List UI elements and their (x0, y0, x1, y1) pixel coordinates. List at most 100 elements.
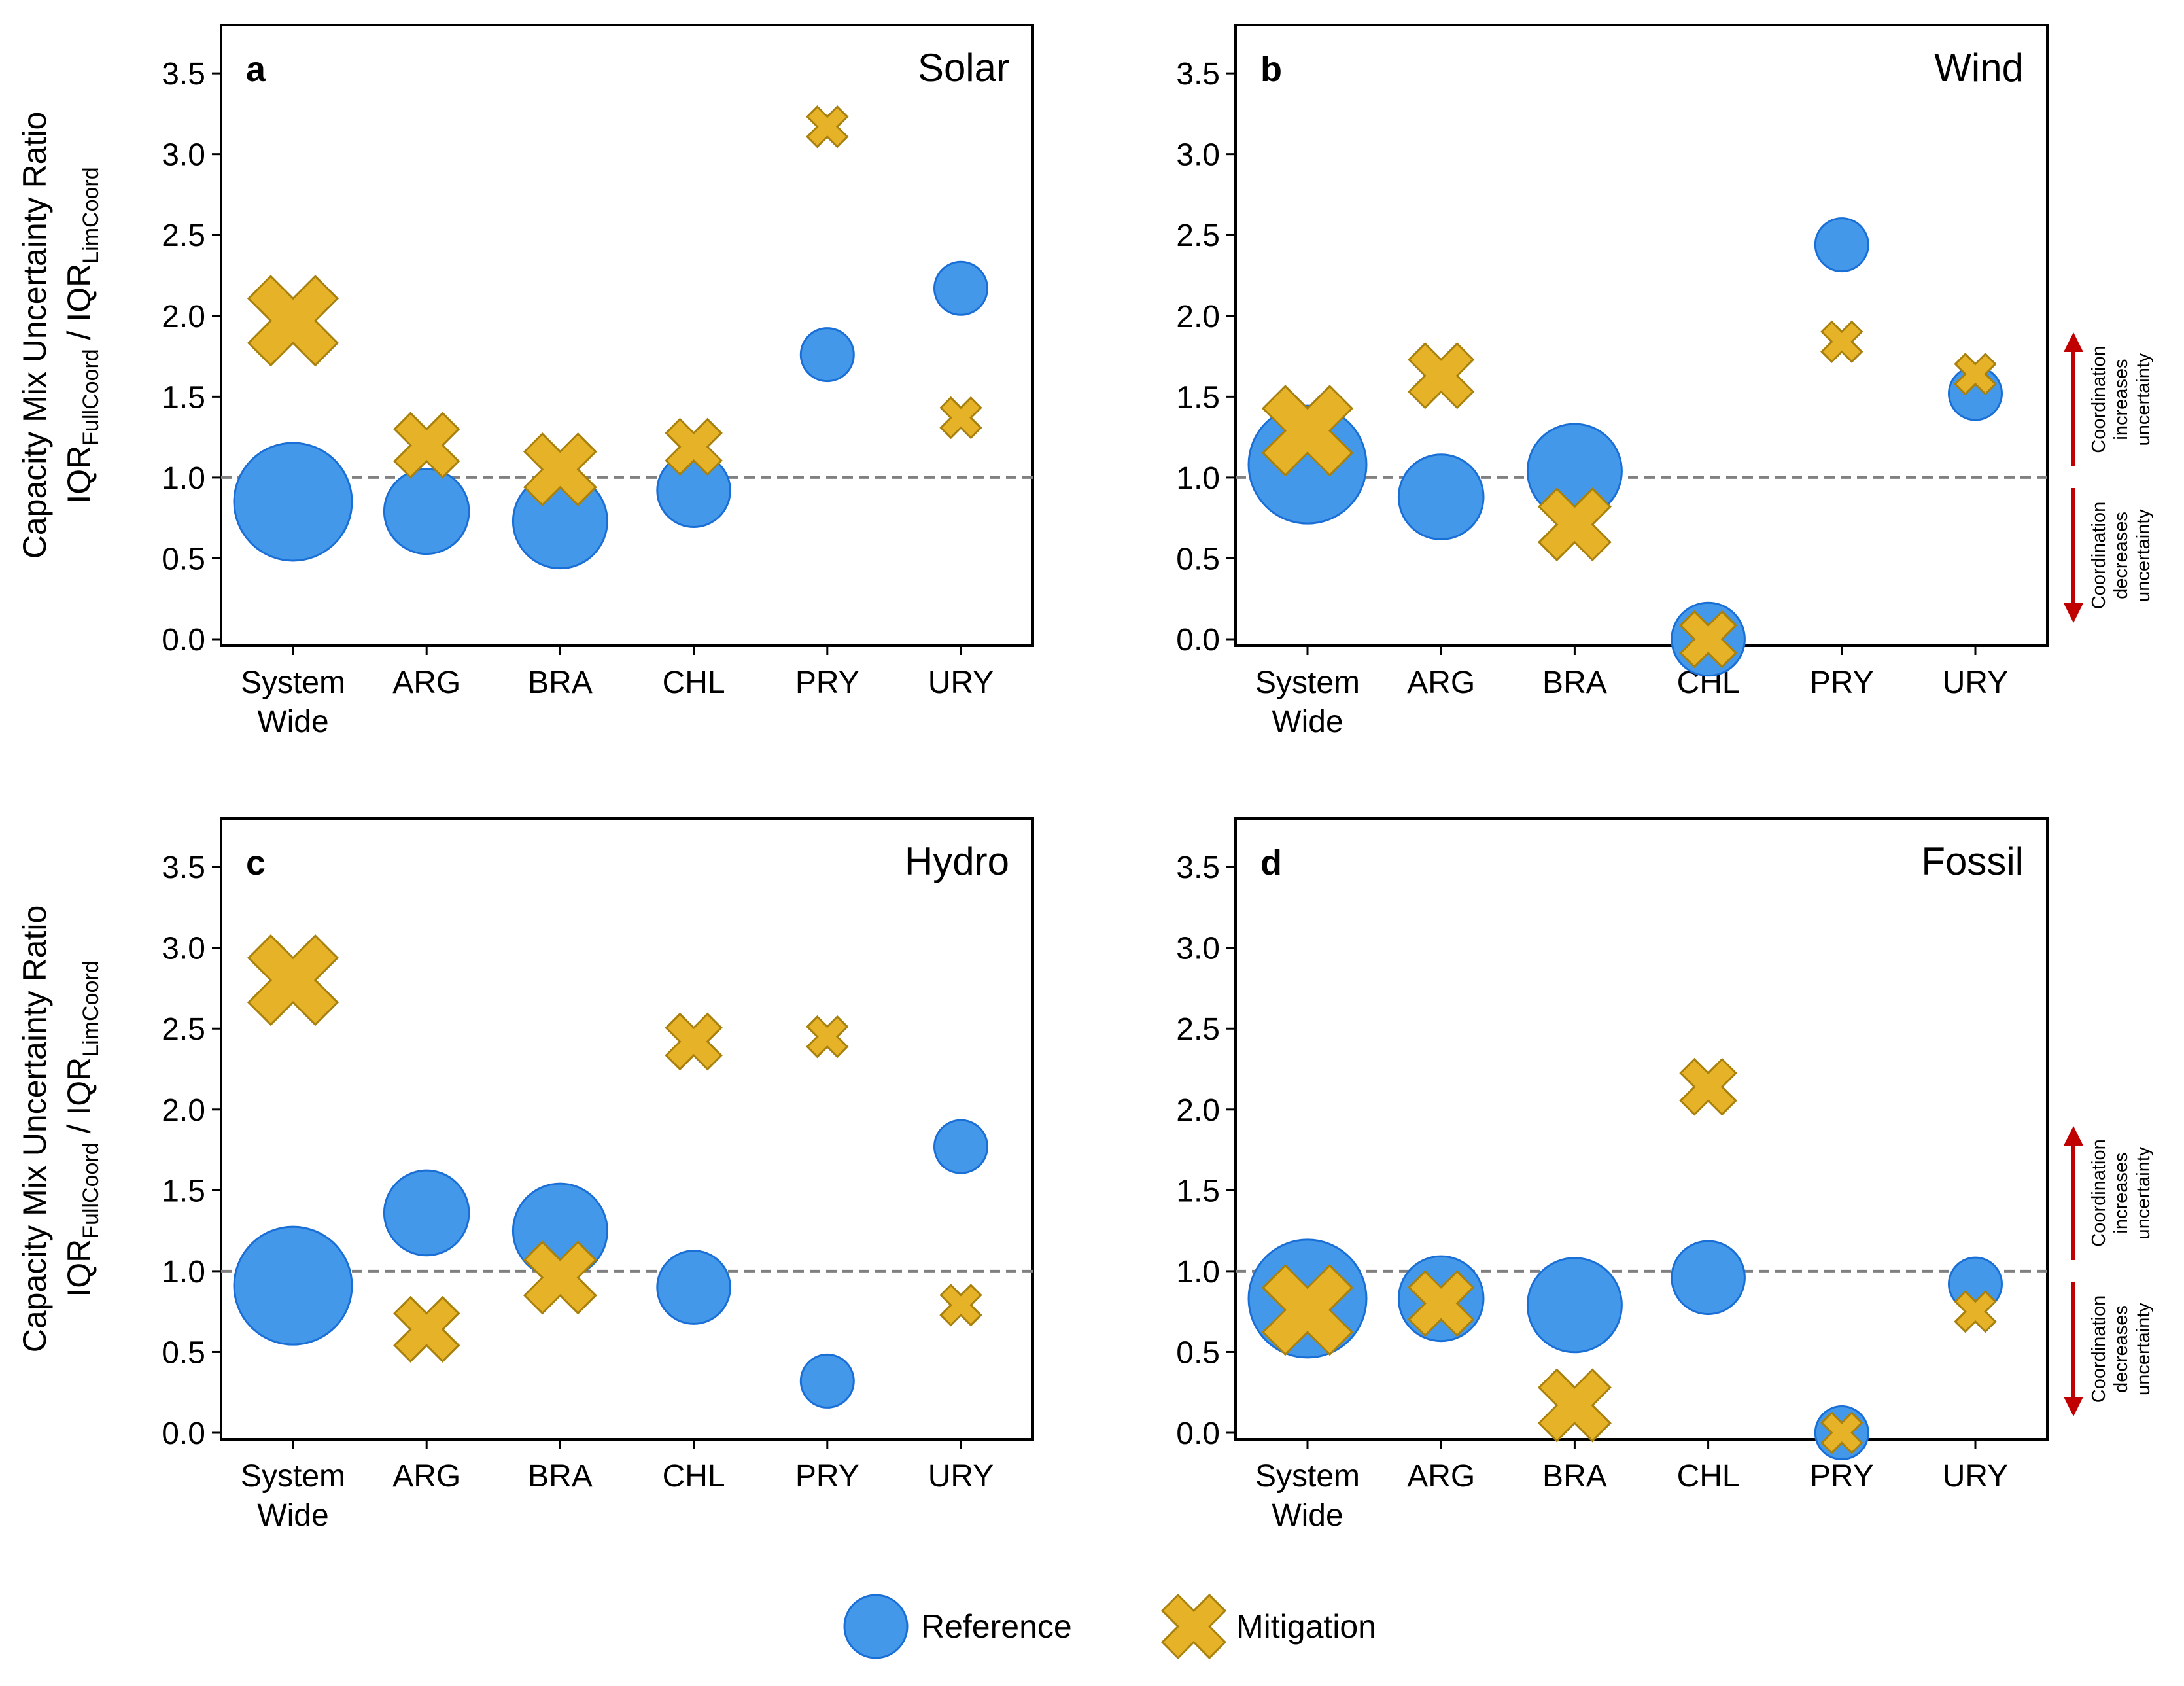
panel-fossil-annotation-increases: increases (2111, 1152, 2132, 1233)
panel-wind-mitigation-point (1537, 487, 1612, 562)
panel-solar-xtick-label: CHL (663, 665, 725, 700)
panel-fossil-annotation-increases: Coordination (2089, 1139, 2109, 1246)
panel-fossil-ytick-label: 1.5 (1176, 1174, 1220, 1208)
panel-fossil-increase-arrowhead (2064, 1126, 2083, 1146)
panel-hydro-reference-point (656, 1250, 731, 1325)
panel-hydro-reference-point (383, 1169, 470, 1257)
panel-fossil-reference-point (1671, 1240, 1746, 1316)
panel-wind-ytick-label: 0.5 (1176, 542, 1220, 576)
panel-solar-ytick-label: 0.5 (162, 542, 205, 576)
panel-fossil-annotation-decreases: uncertainty (2133, 1303, 2154, 1396)
panel-solar-ytick-label: 1.0 (162, 461, 205, 496)
panel-solar: 0.0 0.5 1.0 1.5 2.0 2.5 3.0 3.5 System Wide ARG BRA… (16, 24, 1034, 739)
panel-solar-ytick-label: 2.0 (162, 300, 205, 334)
panel-fossil-ytick-label: 0.5 (1176, 1335, 1220, 1370)
panel-hydro-xtick-label: URY (928, 1459, 994, 1494)
panel-solar-ytick-label: 2.5 (162, 219, 205, 253)
panel-wind-increase-arrowhead (2064, 332, 2083, 352)
panel-fossil-ytick-label: 1.0 (1176, 1255, 1220, 1290)
panel-wind-decrease-arrowhead (2064, 603, 2083, 623)
panel-solar-axes-frame (220, 24, 1034, 647)
panel-hydro-ytick-label: 3.0 (162, 932, 205, 966)
panel-wind-xtick-label: ARG (1407, 665, 1475, 700)
panel-hydro-mitigation-point (523, 1240, 597, 1315)
panel-wind-annotation-increases: uncertainty (2133, 353, 2154, 446)
panel-hydro-reference-point (799, 1353, 855, 1409)
panel-hydro-mitigation-point (247, 934, 339, 1027)
panel-hydro-ytick-label: 1.0 (162, 1255, 205, 1290)
panel-solar-mitigation-point (247, 275, 339, 367)
panel-hydro-ytick-label: 3.5 (162, 851, 205, 885)
panel-solar-xtick-label: BRA (528, 665, 593, 700)
panel-wind-annotation-decreases: Coordination (2089, 502, 2109, 609)
panel-hydro-ytick-label: 2.5 (162, 1012, 205, 1047)
panel-solar-xtick-label: Wide (257, 705, 328, 739)
panel-hydro-axes-frame (220, 817, 1034, 1441)
panel-fossil-mitigation-point (1679, 1057, 1737, 1116)
panel-fossil-xtick-label: CHL (1677, 1459, 1740, 1494)
panel-fossil-annotation-decreases: Coordination (2089, 1295, 2109, 1403)
panel-solar-reference-point (233, 442, 353, 562)
panel-fossil-xtick-label: BRA (1542, 1459, 1607, 1494)
panel-fossil-annotation-increases: uncertainty (2133, 1146, 2154, 1239)
panel-fossil-ytick-label: 0.0 (1176, 1416, 1220, 1451)
legend: Reference Mitigation (843, 1593, 1376, 1660)
panel-hydro-ytick-label: 1.5 (162, 1174, 205, 1208)
panel-fossil-title: Fossil (1921, 839, 2024, 883)
panel-wind-axes-frame (1234, 24, 2049, 647)
panel-hydro: 0.0 0.5 1.0 1.5 2.0 2.5 3.0 3.5 System Wide ARG BRA… (16, 817, 1034, 1533)
panel-hydro-mitigation-point (806, 1015, 849, 1059)
panel-solar-reference-point (656, 453, 731, 528)
panel-hydro-mitigation-point (393, 1295, 460, 1363)
panel-hydro-mitigation-point (665, 1012, 723, 1071)
panel-hydro-xtick-label: ARG (392, 1459, 460, 1494)
panel-solar-reference-point (933, 260, 988, 316)
panel-fossil-decrease-arrowhead (2064, 1397, 2083, 1416)
panel-hydro-ylabel: Capacity Mix Uncertainty Ratio (16, 905, 53, 1353)
panel-hydro-title: Hydro (905, 839, 1009, 883)
panel-wind-ytick-label: 0.0 (1176, 623, 1220, 658)
panel-hydro-letter: c (246, 843, 266, 883)
panel-fossil-annotation-decreases: decreases (2111, 1305, 2132, 1393)
panel-fossil-mitigation-point (1537, 1368, 1612, 1443)
panel-wind-ytick-label: 1.0 (1176, 461, 1220, 496)
panel-solar-ytick-label: 1.5 (162, 380, 205, 415)
panel-wind-mitigation-point (1408, 342, 1475, 410)
panel-wind-xtick-label: PRY (1810, 665, 1874, 700)
panel-wind-mitigation-point (1261, 385, 1354, 477)
panel-solar-mitigation-point (393, 412, 460, 479)
panel-hydro-ytick-label: 2.0 (162, 1093, 205, 1128)
panel-hydro-ytick-label: 0.0 (162, 1416, 205, 1451)
panel-fossil-mitigation-point (1261, 1264, 1354, 1356)
legend-reference-marker (843, 1594, 909, 1659)
panel-wind-letter: b (1260, 50, 1282, 89)
panel-hydro-reference-point (233, 1225, 353, 1346)
panel-wind-mitigation-point (1679, 610, 1737, 669)
panel-wind-xtick-label: System (1255, 665, 1360, 700)
panel-wind-mitigation-point (1954, 352, 1997, 396)
panel-solar-mitigation-point (523, 432, 597, 507)
panel-wind-ytick-label: 3.5 (1176, 57, 1220, 92)
panel-solar-mitigation-point (665, 417, 723, 476)
panel-solar-letter: a (246, 50, 266, 89)
panel-solar-mitigation-point (939, 396, 982, 440)
panel-fossil-ytick-label: 2.5 (1176, 1012, 1220, 1047)
panel-fossil-xtick-label: System (1255, 1459, 1360, 1494)
panel-hydro-xtick-label: BRA (528, 1459, 593, 1494)
panel-wind-ytick-label: 2.0 (1176, 300, 1220, 334)
panel-fossil-xtick-label: PRY (1810, 1459, 1874, 1494)
legend-mitigation-marker (1160, 1593, 1227, 1660)
legend-reference-label: Reference (921, 1608, 1072, 1645)
panel-fossil: 0.0 0.5 1.0 1.5 2.0 2.5 3.0 3.5 System Wide ARG BRA… (1176, 817, 2154, 1533)
legend-mitigation-label: Mitigation (1236, 1608, 1376, 1645)
panel-fossil-ytick-label: 2.0 (1176, 1093, 1220, 1128)
panel-hydro-ylabel-ratio: IQRFullCoord / IQRLimCoord (61, 960, 103, 1297)
panel-solar-ytick-label: 0.0 (162, 623, 205, 658)
panel-fossil-mitigation-point (1820, 1411, 1863, 1454)
panel-hydro-xtick-label: Wide (257, 1498, 328, 1533)
panel-wind-annotation-increases: Coordination (2089, 345, 2109, 453)
panel-fossil-letter: d (1260, 843, 1282, 883)
panel-solar-ylabel-ratio: IQRFullCoord / IQRLimCoord (61, 167, 103, 503)
panel-fossil-ytick-label: 3.0 (1176, 932, 1220, 966)
